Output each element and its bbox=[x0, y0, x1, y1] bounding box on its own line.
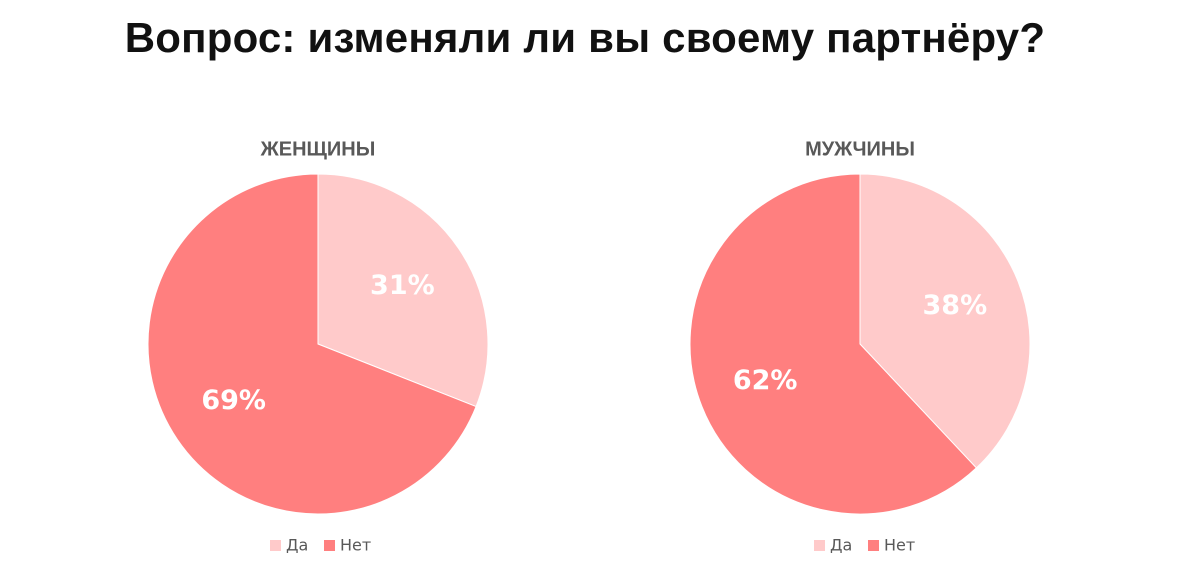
legend-swatch-yes bbox=[814, 540, 825, 551]
page-title: Вопрос: изменяли ли вы своему партнёру? bbox=[124, 14, 1046, 61]
legend-label: Нет bbox=[884, 536, 915, 555]
pie-slice-yes bbox=[317, 173, 489, 408]
pie-slice-no bbox=[147, 173, 477, 515]
legend-label: Нет bbox=[340, 536, 371, 555]
pie-chart-1: ЖЕНЩИНЫ 31% 69% Да Нет bbox=[147, 138, 489, 555]
chart-title: ЖЕНЩИНЫ bbox=[260, 138, 376, 160]
pie-slice-yes bbox=[859, 173, 1031, 469]
slice-label: 69% bbox=[201, 385, 266, 416]
legend-swatch-no bbox=[324, 540, 335, 551]
chart-title: МУЖЧИНЫ bbox=[805, 138, 915, 160]
legend-swatch-yes bbox=[270, 540, 281, 551]
slice-label: 38% bbox=[923, 290, 988, 321]
legend-label: Да bbox=[286, 536, 308, 555]
pie-slice-no bbox=[689, 173, 978, 515]
pie-chart-2: МУЖЧИНЫ 38% 62% Да Нет bbox=[689, 138, 1031, 555]
legend-label: Да bbox=[830, 536, 852, 555]
legend-swatch-no bbox=[868, 540, 879, 551]
slice-label: 62% bbox=[733, 365, 798, 396]
slice-label: 31% bbox=[370, 270, 435, 301]
